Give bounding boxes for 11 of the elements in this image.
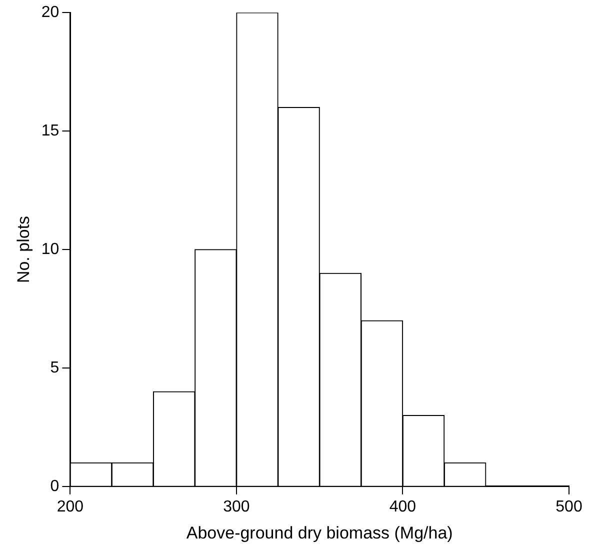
y-tick-label: 5 [50, 359, 60, 376]
y-tick-label: 0 [50, 478, 60, 495]
x-tick-label: 500 [556, 498, 582, 516]
x-axis-title: Above-ground dry biomass (Mg/ha) [186, 523, 453, 542]
x-tick-label: 200 [56, 498, 84, 516]
y-tick-label: 20 [41, 4, 60, 22]
x-tick-label: 400 [389, 498, 416, 516]
y-tick-label: 15 [41, 122, 60, 140]
y-tick-label: 10 [41, 240, 60, 258]
x-tick-label: 300 [223, 498, 250, 516]
y-axis-title: No. plots [14, 216, 33, 284]
